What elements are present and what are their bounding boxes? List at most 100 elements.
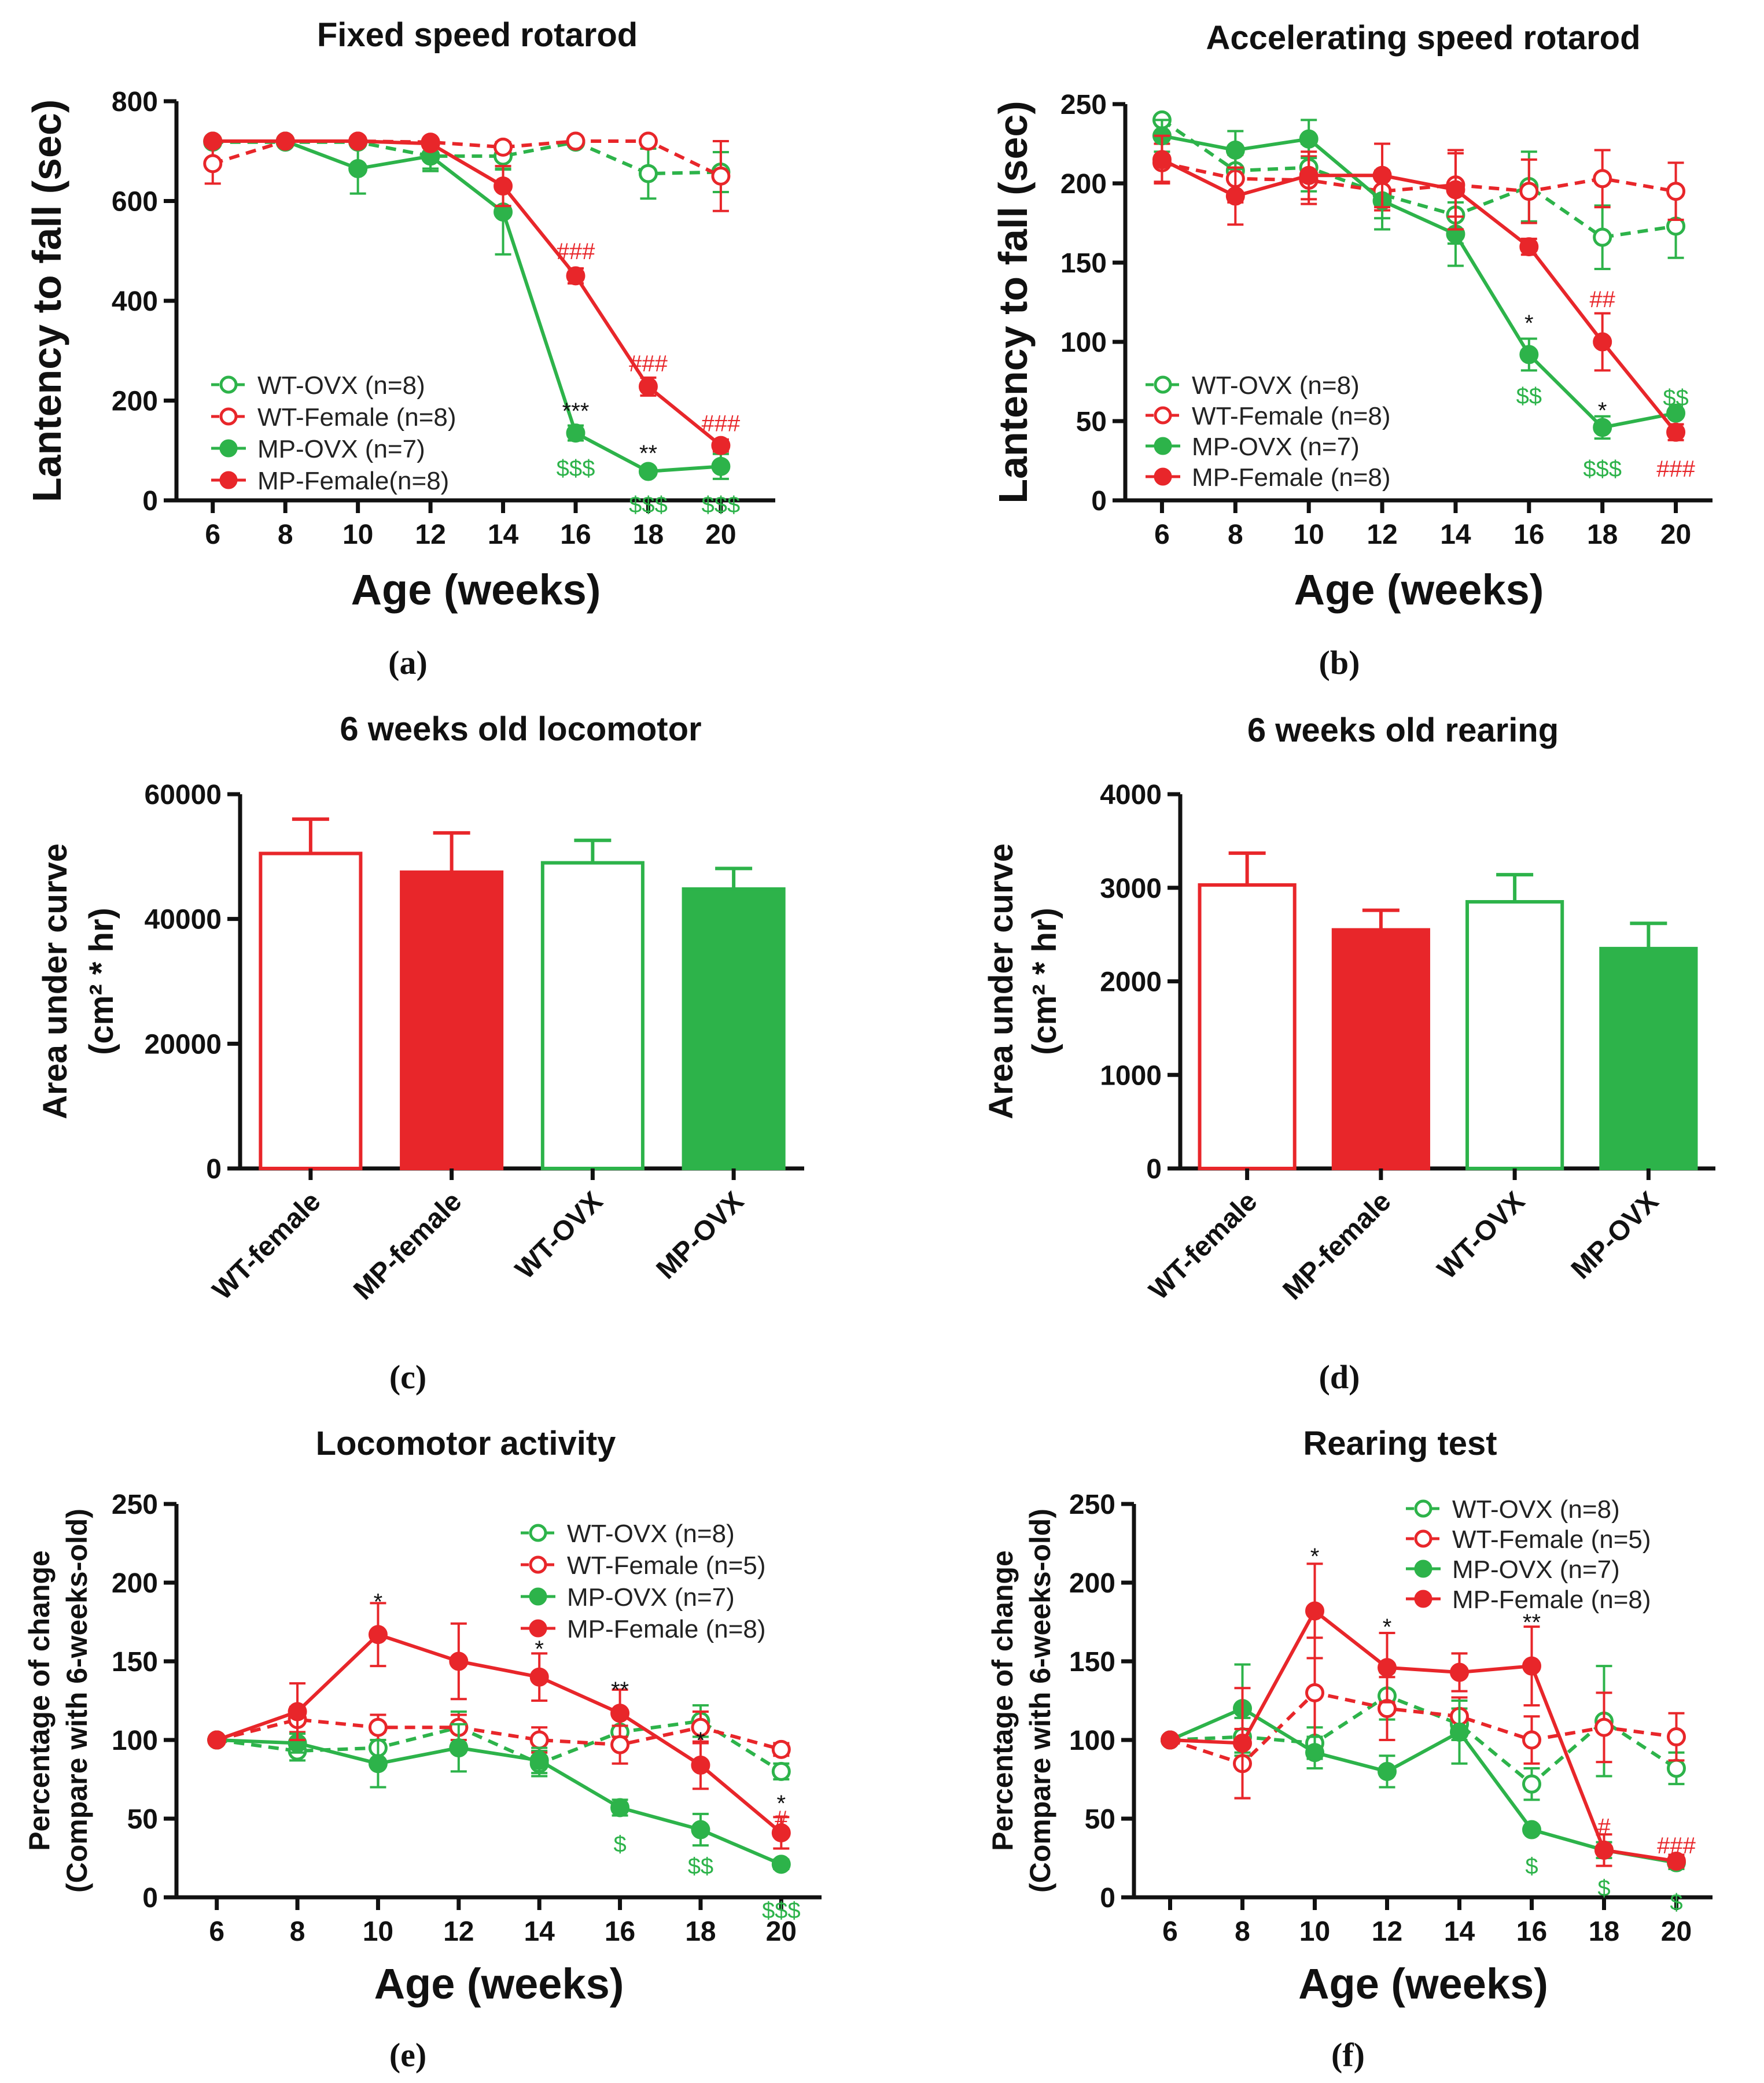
x-tick-label: 6	[209, 1916, 224, 1947]
series-line	[1161, 158, 1677, 434]
y-tick-label: 200	[112, 386, 158, 417]
data-point	[610, 1735, 630, 1754]
data-point	[1593, 169, 1612, 189]
x-tick-label: 20	[1661, 1916, 1692, 1947]
significance-mark: ###	[557, 239, 595, 264]
y-tick-label: 0	[142, 1883, 158, 1914]
significance-mark: $	[613, 1832, 626, 1857]
data-point	[691, 1717, 710, 1737]
data-point	[368, 1625, 388, 1645]
data-point	[1299, 129, 1319, 149]
bar	[259, 851, 363, 1170]
y-axis-label: Area under curve	[36, 843, 74, 1119]
significance-mark: *	[374, 1590, 383, 1615]
panel-a: 0 200 400 600 800 6 8 10 12 14 16 18 20 Fixed speed r…	[24, 16, 775, 681]
chart-title: Fixed speed rotarod	[317, 16, 638, 54]
data-point	[1667, 1851, 1686, 1871]
data-point	[1522, 1820, 1541, 1839]
series-line	[216, 1738, 782, 1866]
data-point	[711, 436, 731, 455]
legend-marker	[1414, 1499, 1432, 1518]
data-point	[1305, 1743, 1324, 1763]
series-line	[212, 139, 721, 474]
bar-group-mp-female: MP-female	[348, 831, 504, 1306]
x-tick-label: WT-OVX	[1432, 1186, 1531, 1285]
data-point	[771, 1739, 791, 1759]
y-tick-label: 20000	[145, 1029, 222, 1060]
legend-marker	[1414, 1529, 1432, 1548]
data-point	[638, 462, 658, 481]
series-mp-female-n-8-	[203, 131, 731, 455]
x-tick-label: 8	[278, 519, 293, 550]
bar	[1599, 946, 1698, 1170]
x-tick-label: 16	[560, 519, 591, 550]
data-point	[1593, 418, 1612, 437]
y-tick-label: 2000	[1100, 967, 1162, 998]
y-axis-label: Percentage of change	[23, 1550, 56, 1851]
x-tick-label: 10	[363, 1916, 393, 1947]
chart-title: 6 weeks old rearing	[1247, 711, 1559, 749]
x-tick-label: 16	[605, 1916, 635, 1947]
data-point	[203, 154, 223, 174]
series-line	[212, 139, 722, 447]
data-point	[348, 131, 368, 151]
x-tick-label: 8	[1235, 1916, 1250, 1947]
y-tick-label: 0	[1146, 1154, 1162, 1185]
panel-label: (c)	[389, 1358, 426, 1396]
x-tick-label: 10	[343, 519, 373, 550]
panel-label: (d)	[1319, 1358, 1360, 1396]
y-tick-label: 250	[1069, 1490, 1115, 1520]
x-axis-label: Age (weeks)	[351, 566, 601, 614]
y-tick-label: 800	[112, 87, 158, 117]
x-tick-label: 20	[705, 519, 736, 550]
y-tick-label: 150	[1060, 248, 1107, 279]
legend-label: MP-Female (n=8)	[1192, 463, 1391, 492]
legend-marker	[1154, 467, 1172, 486]
y-axis-label-2: (cm² * hr)	[83, 908, 120, 1055]
legend-label: WT-OVX (n=8)	[257, 371, 425, 400]
legend: WT-OVX (n=8) WT-Female (n=5) MP-OVX (n=7) M…	[521, 1520, 766, 1643]
x-axis-label: Age (weeks)	[1298, 1960, 1548, 2008]
x-tick-label: WT-female	[1143, 1186, 1263, 1306]
x-tick-label: 18	[1587, 519, 1618, 550]
data-point	[691, 1820, 710, 1839]
data-point	[1594, 1717, 1614, 1737]
y-tick-label: 3000	[1100, 873, 1162, 904]
y-axis-label: Lantency to fall (sec)	[24, 99, 69, 502]
legend-marker	[1414, 1590, 1432, 1608]
x-tick-label: 6	[1162, 1916, 1178, 1947]
data-point	[449, 1738, 469, 1758]
panel-d: 0 1000 2000 3000 4000 6 weeks old rearing Area…	[982, 711, 1715, 1396]
significance-mark: $$$	[1583, 456, 1622, 482]
x-tick-label: 12	[415, 519, 445, 550]
x-tick-label: 10	[1299, 1916, 1330, 1947]
data-point	[771, 1761, 791, 1781]
series-line	[1170, 1694, 1678, 1787]
panel-label: (e)	[389, 2036, 426, 2074]
significance-mark: *	[1524, 311, 1534, 336]
y-tick-label: 1000	[1100, 1060, 1162, 1091]
significance-mark: ###	[1657, 1833, 1696, 1859]
data-point	[494, 176, 513, 196]
y-tick-label: 100	[112, 1726, 158, 1756]
annotations: #########*****$$$$$$ $$$	[557, 239, 741, 518]
annotations: ******#$$$$$$	[374, 1590, 801, 1923]
significance-mark: *	[777, 1791, 786, 1816]
y-axis-label: Percentage of change	[986, 1550, 1019, 1851]
series-line	[1169, 1706, 1677, 1865]
x-tick-label: MP-female	[348, 1186, 467, 1306]
significance-mark: ***	[562, 399, 590, 424]
series-line	[216, 1717, 782, 1752]
data-point	[1593, 227, 1612, 247]
y-tick-label: 150	[1069, 1647, 1115, 1678]
data-point	[529, 1730, 549, 1750]
legend-marker	[529, 1587, 547, 1606]
x-tick-label: 18	[685, 1916, 716, 1947]
series-line	[1170, 1608, 1677, 1863]
data-point	[1305, 1601, 1324, 1621]
x-tick-label: WT-OVX	[510, 1186, 609, 1285]
significance-mark: #	[775, 1807, 788, 1832]
significance-mark: *	[535, 1636, 544, 1662]
bar-group-mp-ovx: MP-OVX	[651, 867, 786, 1285]
significance-mark: $$$	[762, 1898, 801, 1923]
